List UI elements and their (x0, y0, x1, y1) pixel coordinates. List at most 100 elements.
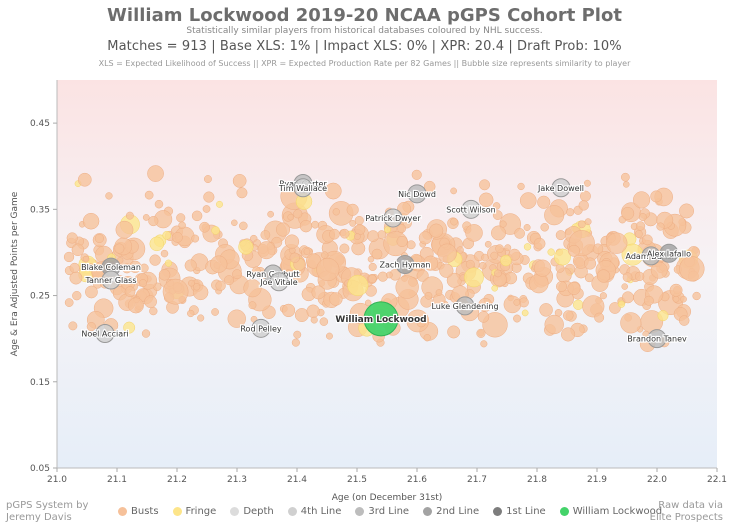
cohort-bubble-bust (292, 270, 300, 278)
cohort-bubble-fringe (211, 226, 220, 235)
cohort-bubble-bust (371, 248, 383, 260)
cohort-bubble-bust (594, 312, 605, 323)
cohort-bubble-bust (418, 262, 426, 270)
y-tick-label: 0.25 (30, 292, 50, 302)
cohort-bubble-bust (339, 243, 350, 254)
legend-label: 4th Line (300, 506, 342, 517)
cohort-bubble-bust (583, 179, 591, 187)
named-player-bubble (647, 329, 667, 349)
legend: Busts Fringe Depth 4th Line 3rd Line 2nd Line… (118, 506, 662, 517)
named-player-label: Tim Wallace (278, 184, 327, 193)
cohort-bubble-bust (144, 295, 157, 309)
cohort-bubble-bust (481, 253, 489, 262)
cohort-bubble-bust (284, 234, 300, 249)
cohort-bubble-bust (492, 210, 503, 220)
cohort-bubble-bust (211, 308, 219, 316)
cohort-bubble-bust (504, 244, 512, 252)
cohort-bubble-bust (77, 172, 92, 187)
chart-title: William Lockwood 2019-20 NCAA pGPS Cohor… (107, 5, 622, 26)
cohort-bubble-bust (578, 200, 589, 211)
cohort-bubble-bust (495, 244, 504, 253)
x-tick-label: 21.3 (227, 475, 247, 485)
cohort-bubble-bust (635, 230, 643, 238)
cohort-bubble-bust (187, 309, 195, 318)
cohort-bubble-fringe (464, 267, 484, 288)
legend-label: 1st Line (506, 506, 546, 517)
cohort-bubble-bust (633, 191, 651, 209)
y-tick-label: 0.15 (30, 378, 50, 388)
cohort-bubble-bust (267, 210, 274, 218)
legend-dot-icon (172, 507, 182, 516)
named-player-label: Adam Burish (626, 252, 677, 261)
cohort-bubble-bust (202, 205, 211, 213)
cohort-bubble-bust (377, 230, 387, 239)
x-tick-label: 21.8 (527, 475, 547, 485)
named-player-bubble (293, 178, 313, 198)
cohort-bubble-bust (447, 325, 461, 339)
cohort-bubble-fringe (547, 248, 555, 256)
cohort-bubble-bust (239, 221, 248, 231)
cohort-bubble-bust (324, 182, 342, 200)
cohort-bubble-bust (232, 269, 243, 280)
named-player-label: William Lockwood (335, 315, 426, 325)
cohort-bubble-fringe (491, 285, 498, 292)
cohort-bubble-bust (450, 187, 457, 195)
named-player-label: Brandon Tanev (627, 335, 687, 344)
legend-item: Busts (118, 506, 159, 517)
cohort-bubble-bust (669, 283, 683, 297)
cohort-bubble-bust (621, 283, 628, 290)
cohort-bubble-bust (260, 230, 271, 240)
cohort-bubble-bust (476, 328, 486, 338)
cohort-bubble-bust (596, 269, 611, 283)
y-tick-label: 0.05 (30, 464, 50, 474)
cohort-bubble-bust (424, 291, 433, 300)
legend-dot-icon (493, 507, 503, 516)
cohort-bubble-bust (643, 295, 654, 306)
named-player-bubble (251, 318, 271, 338)
cohort-bubble-bust (291, 338, 300, 347)
cohort-bubble-bust (232, 174, 247, 188)
cohort-bubble-bust (537, 195, 551, 209)
cohort-bubble-bust (368, 262, 377, 271)
cohort-bubble-bust (149, 306, 158, 316)
cohort-bubble-bust (82, 212, 100, 230)
cohort-bubble-bust (139, 263, 149, 273)
cohort-bubble-bust (85, 285, 98, 299)
cohort-bubble-bust (656, 222, 665, 231)
legend-dot-icon (559, 507, 569, 516)
cohort-bubble-bust (519, 192, 537, 209)
summary-stats: Matches = 913 | Base XLS: 1% | Impact XL… (107, 39, 622, 54)
cohort-bubble-bust (354, 233, 361, 240)
cohort-bubble-bust (680, 295, 687, 303)
cohort-bubble-bust (606, 232, 628, 254)
cohort-bubble-bust (162, 278, 189, 305)
cohort-bubble-bust (367, 230, 379, 242)
cohort-bubble-bust (125, 211, 134, 220)
cohort-bubble-bust (339, 228, 350, 239)
cohort-bubble-bust (584, 273, 594, 283)
y-tick-label: 0.45 (30, 119, 50, 129)
x-tick-label: 21.4 (287, 475, 307, 485)
named-player-bubble (101, 270, 121, 290)
cohort-bubble-bust (484, 240, 492, 248)
named-player-label: Jake Dowell (537, 184, 584, 193)
cohort-bubble-bust (397, 201, 411, 216)
cohort-bubble-bust (437, 243, 457, 263)
cohort-bubble-bust (450, 217, 458, 226)
cohort-bubble-bust (416, 318, 426, 328)
legend-label: Busts (131, 506, 159, 517)
cohort-bubble-bust (435, 289, 443, 296)
legend-dot-icon (355, 507, 365, 516)
cohort-bubble-bust (534, 259, 552, 277)
cohort-bubble-bust (154, 199, 164, 209)
cohort-bubble-bust (293, 330, 302, 339)
cohort-bubble-bust (94, 233, 104, 243)
cohort-bubble-bust (63, 251, 75, 263)
cohort-bubble-bust (477, 311, 490, 323)
legend-item: 3rd Line (355, 506, 409, 517)
cohort-bubble-bust (568, 244, 580, 257)
legend-dot-icon (287, 507, 297, 516)
cohort-bubble-bust (178, 221, 186, 230)
cohort-bubble-fringe (521, 309, 529, 317)
cohort-bubble-bust (160, 249, 169, 258)
